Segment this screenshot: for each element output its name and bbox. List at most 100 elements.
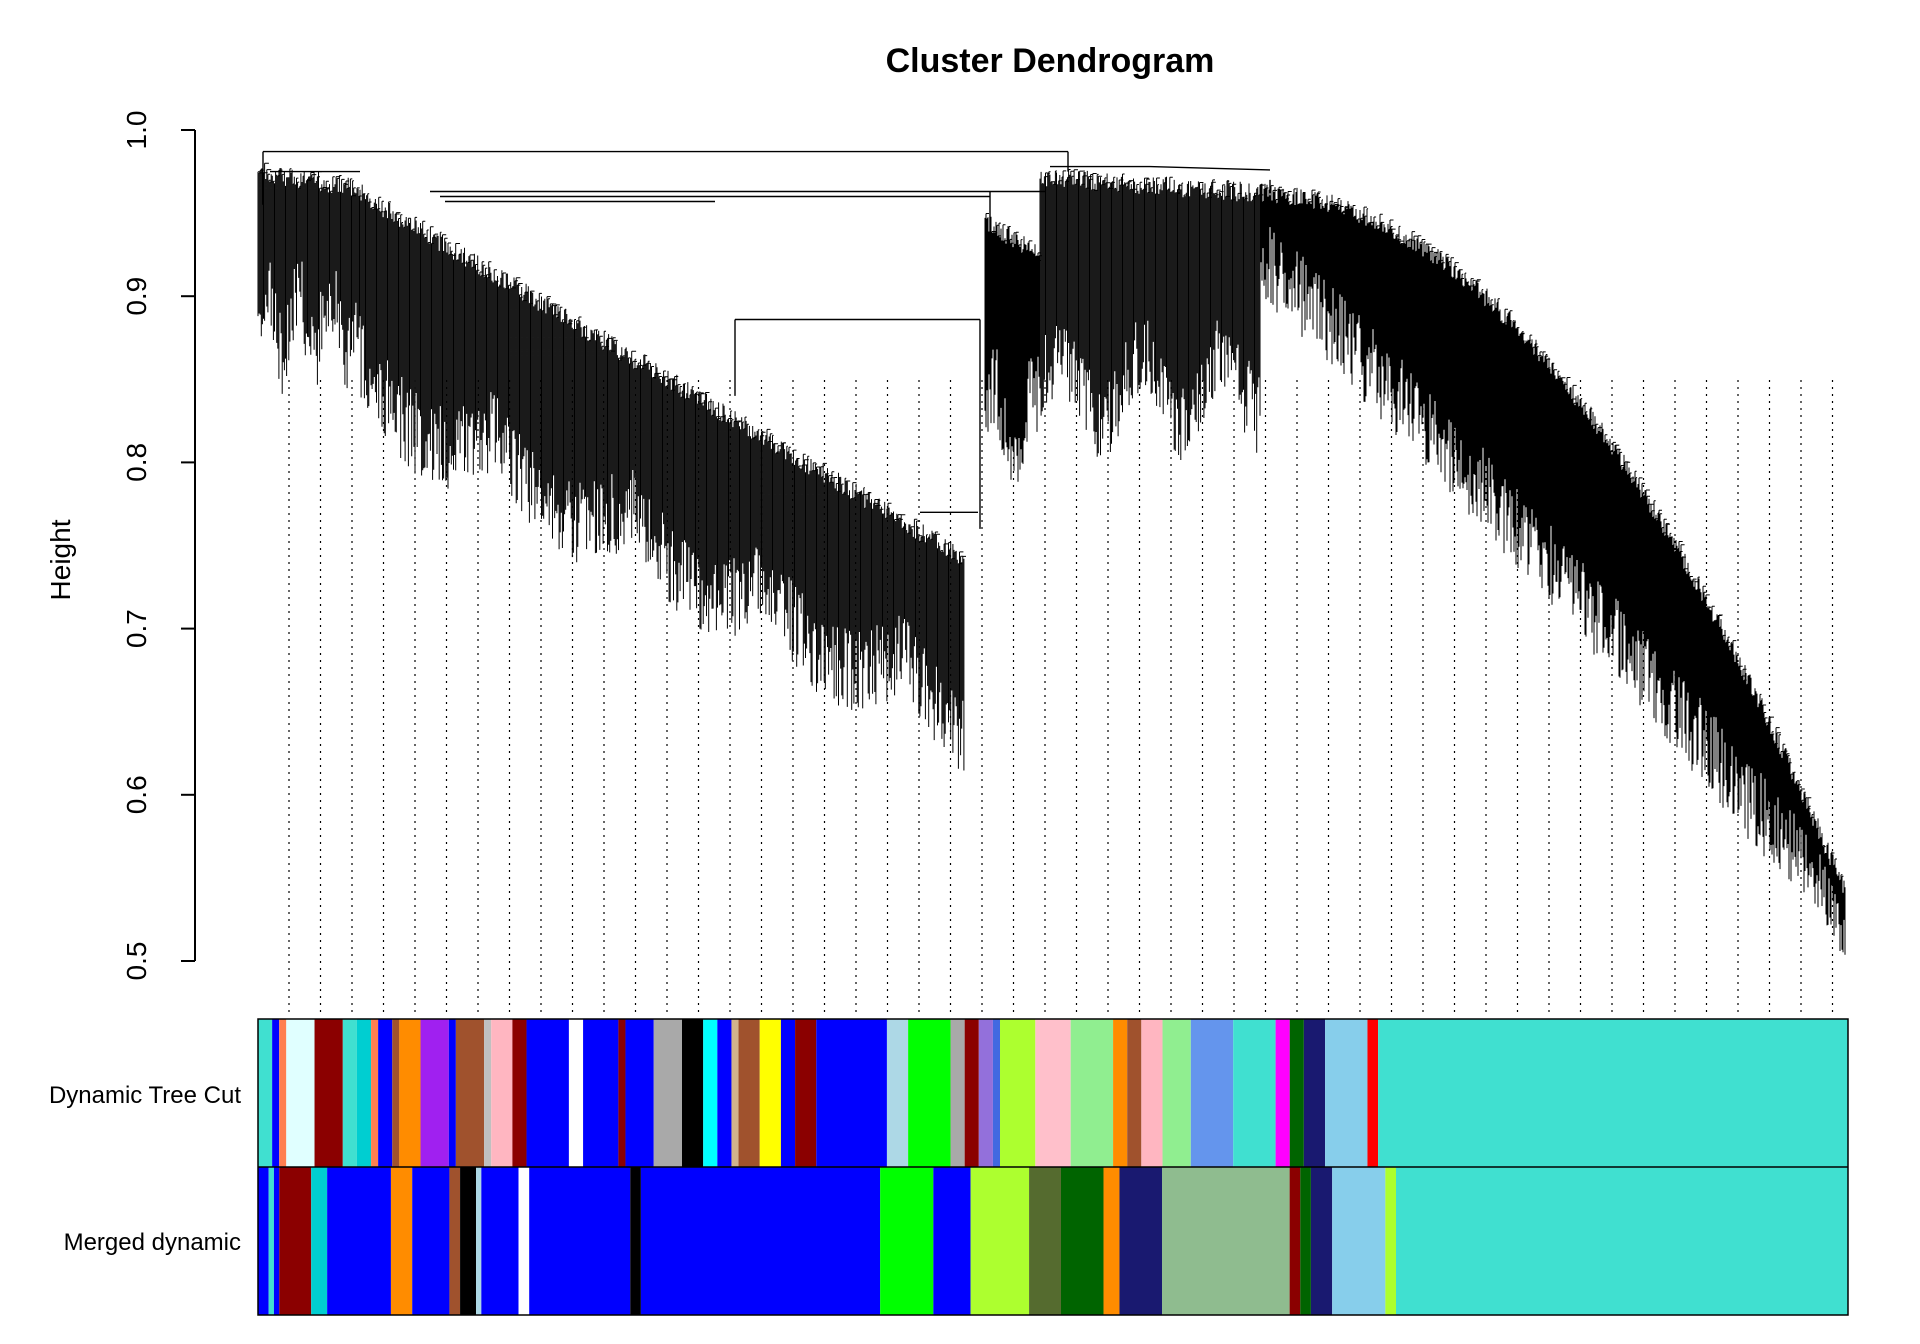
module-color-segment xyxy=(311,1167,328,1315)
module-color-segment xyxy=(640,1167,881,1315)
branch-lines xyxy=(257,162,362,394)
module-color-segment xyxy=(1395,1167,1848,1315)
top-level-merges xyxy=(262,150,1271,529)
module-color-segment xyxy=(1103,1167,1120,1315)
module-color-segment xyxy=(399,1019,421,1167)
y-axis: 0.5 0.6 0.7 0.8 0.9 1.0 xyxy=(121,111,196,981)
cluster-middle xyxy=(984,213,1043,482)
branch-lines xyxy=(1039,169,1264,460)
y-tick-label: 1.0 xyxy=(121,111,152,150)
color-row-label-merged: Merged dynamic xyxy=(64,1229,241,1256)
branch-lines xyxy=(359,184,966,771)
module-color-segment xyxy=(978,1019,993,1167)
module-color-segment xyxy=(759,1019,781,1167)
cluster-left-1 xyxy=(257,162,362,394)
module-color-segment xyxy=(268,1167,274,1315)
module-color-segment xyxy=(625,1019,654,1167)
module-color-segment xyxy=(1310,1167,1333,1315)
module-color-segment xyxy=(682,1019,704,1167)
module-color-segment xyxy=(392,1019,400,1167)
module-color-segment xyxy=(371,1019,379,1167)
module-color-segment xyxy=(460,1167,477,1315)
chart-title: Cluster Dendrogram xyxy=(886,42,1215,80)
module-color-segment xyxy=(568,1019,584,1167)
module-color-segment xyxy=(1275,1019,1290,1167)
module-color-segment xyxy=(1300,1167,1311,1315)
module-color-segment xyxy=(342,1019,357,1167)
module-color-segment xyxy=(258,1019,273,1167)
module-color-segment xyxy=(1378,1019,1848,1167)
module-color-segment xyxy=(327,1167,391,1315)
module-color-segment xyxy=(1325,1019,1368,1167)
module-color-segment xyxy=(933,1167,971,1315)
merged-dynamic-bar xyxy=(258,1167,1848,1315)
module-color-segment xyxy=(780,1019,796,1167)
module-color-segment xyxy=(1162,1167,1290,1315)
module-color-segment xyxy=(618,1019,626,1167)
module-color-segment xyxy=(273,1167,280,1315)
module-color-segment xyxy=(1070,1019,1114,1167)
y-tick-label: 0.9 xyxy=(121,277,152,316)
module-color-segment xyxy=(1190,1019,1234,1167)
module-color-segment xyxy=(886,1019,909,1167)
module-color-segment xyxy=(279,1019,287,1167)
module-color-segment xyxy=(356,1019,372,1167)
y-tick-label: 0.8 xyxy=(121,443,152,482)
dendrogram-tree xyxy=(257,150,1846,955)
cluster-right-2 xyxy=(1259,183,1846,955)
module-color-segment xyxy=(449,1167,461,1315)
module-color-segment xyxy=(484,1019,492,1167)
module-color-segment xyxy=(272,1019,280,1167)
module-color-segment xyxy=(1000,1019,1036,1167)
module-color-segment xyxy=(964,1019,979,1167)
branch-lines xyxy=(1259,183,1846,955)
module-color-segment xyxy=(448,1019,456,1167)
module-color-segment xyxy=(583,1019,619,1167)
module-color-segment xyxy=(717,1019,732,1167)
module-color-segment xyxy=(1141,1019,1163,1167)
module-color-segment xyxy=(420,1019,449,1167)
module-color-segment xyxy=(795,1019,817,1167)
cluster-left-2 xyxy=(359,184,966,771)
module-color-segment xyxy=(1113,1019,1128,1167)
y-tick-label: 0.6 xyxy=(121,775,152,814)
y-axis-label: Height xyxy=(45,519,76,600)
module-color-segment xyxy=(738,1019,760,1167)
module-color-segment xyxy=(908,1019,951,1167)
module-color-segment xyxy=(491,1019,513,1167)
module-color-segment xyxy=(529,1167,631,1315)
module-color-segment xyxy=(378,1019,393,1167)
module-color-segment xyxy=(992,1019,1000,1167)
module-color-segment xyxy=(880,1167,934,1315)
y-tick-label: 0.7 xyxy=(121,609,152,648)
cluster-right-1 xyxy=(1039,169,1264,460)
module-color-segment xyxy=(1029,1167,1061,1315)
dynamic-tree-cut-bar xyxy=(258,1019,1848,1167)
module-color-segment xyxy=(1119,1167,1163,1315)
module-color-segment xyxy=(1332,1167,1386,1315)
module-color-segment xyxy=(314,1019,343,1167)
module-color-segment xyxy=(1060,1167,1104,1315)
branch-lines xyxy=(984,213,1043,482)
module-color-segment xyxy=(1289,1167,1301,1315)
module-color-segment xyxy=(1162,1019,1191,1167)
module-color-bars xyxy=(257,1018,1849,1316)
module-color-segment xyxy=(1385,1167,1396,1315)
module-color-segment xyxy=(970,1167,1030,1315)
module-color-segment xyxy=(279,1167,312,1315)
module-color-segment xyxy=(1127,1019,1142,1167)
module-color-segment xyxy=(653,1019,682,1167)
module-color-segment xyxy=(1289,1019,1304,1167)
module-color-segment xyxy=(518,1167,530,1315)
color-row-label-dynamic: Dynamic Tree Cut xyxy=(49,1082,241,1109)
module-color-segment xyxy=(1035,1019,1071,1167)
module-color-segment xyxy=(731,1019,739,1167)
module-color-segment xyxy=(455,1019,485,1167)
module-color-segment xyxy=(703,1019,718,1167)
module-color-segment xyxy=(476,1167,482,1315)
module-color-segment xyxy=(1303,1019,1326,1167)
module-color-segment xyxy=(816,1019,887,1167)
module-color-segment xyxy=(390,1167,413,1315)
y-tick-label: 0.5 xyxy=(121,942,152,981)
module-color-segment xyxy=(1233,1019,1276,1167)
